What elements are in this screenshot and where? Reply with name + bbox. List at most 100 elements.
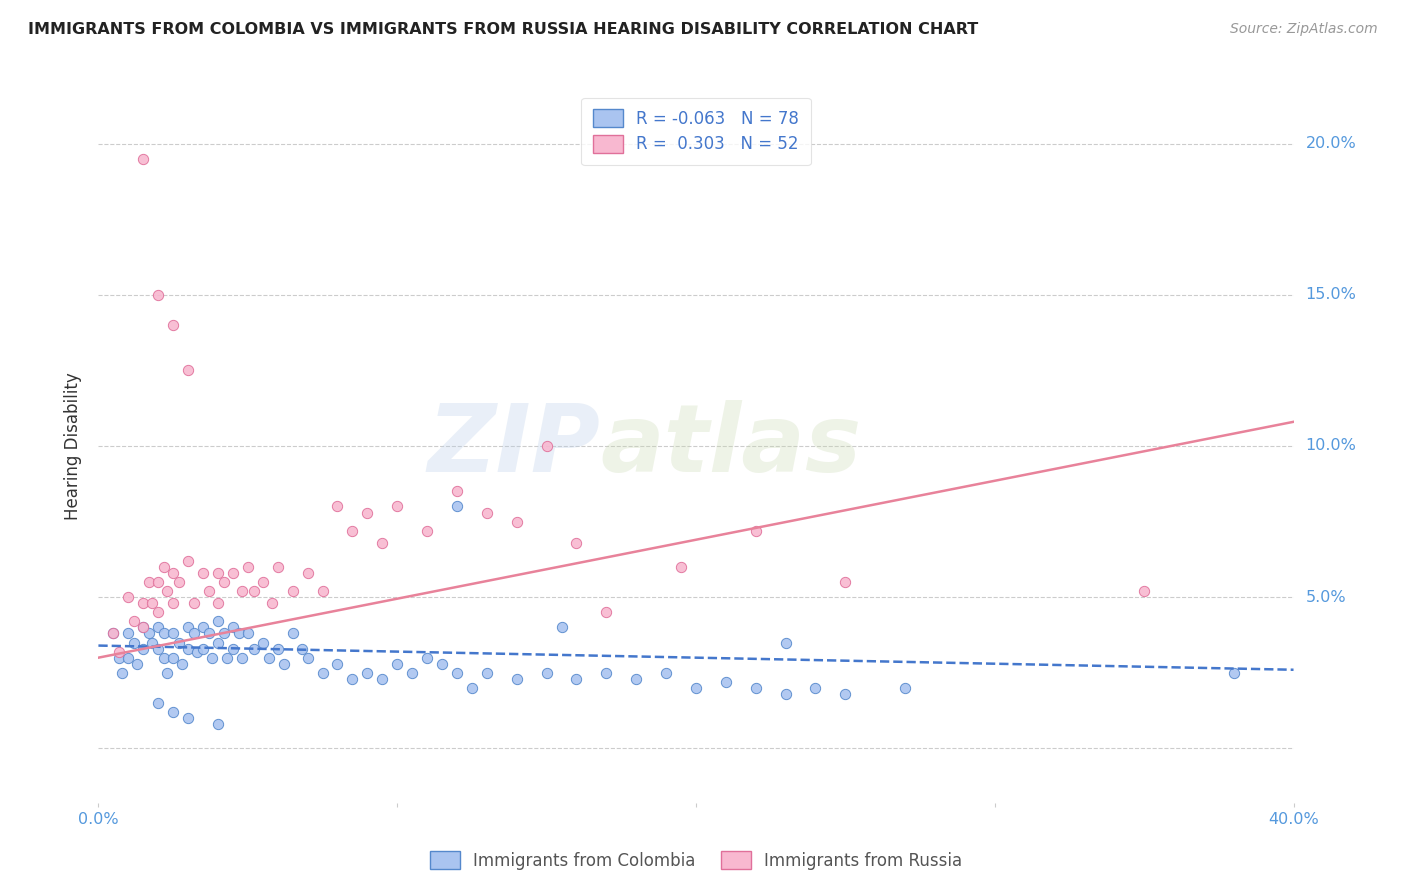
Point xyxy=(775,687,797,701)
Point xyxy=(222,566,245,580)
Point xyxy=(162,626,184,640)
Point xyxy=(267,641,290,656)
Point xyxy=(148,575,170,590)
Point xyxy=(132,152,155,166)
Point xyxy=(177,554,200,568)
Point xyxy=(506,515,529,529)
Point xyxy=(153,626,176,640)
Point xyxy=(1223,665,1246,680)
Point xyxy=(550,620,572,634)
Point xyxy=(186,645,208,659)
Point xyxy=(252,575,274,590)
Point xyxy=(138,626,160,640)
Point xyxy=(326,657,349,671)
Point xyxy=(401,665,423,680)
Text: 20.0%: 20.0% xyxy=(1305,136,1357,151)
Text: 10.0%: 10.0% xyxy=(1305,439,1357,453)
Point xyxy=(745,681,768,695)
Point xyxy=(834,687,856,701)
Point xyxy=(290,641,312,656)
Point xyxy=(260,596,283,610)
Point xyxy=(207,615,229,629)
Point xyxy=(141,596,163,610)
Point xyxy=(191,641,214,656)
Point xyxy=(108,645,131,659)
Point xyxy=(207,596,229,610)
Point xyxy=(183,626,205,640)
Point xyxy=(446,500,468,514)
Point xyxy=(714,674,737,689)
Text: atlas: atlas xyxy=(600,400,862,492)
Point xyxy=(141,635,163,649)
Point xyxy=(191,620,214,634)
Point xyxy=(124,615,146,629)
Point xyxy=(834,575,856,590)
Point xyxy=(416,650,439,665)
Point xyxy=(212,575,235,590)
Point xyxy=(281,626,304,640)
Point xyxy=(267,560,290,574)
Point xyxy=(506,672,529,686)
Point xyxy=(103,626,125,640)
Point xyxy=(894,681,917,695)
Point xyxy=(198,626,221,640)
Point xyxy=(536,439,558,453)
Point xyxy=(132,641,155,656)
Point xyxy=(1133,584,1156,599)
Point xyxy=(191,566,214,580)
Point xyxy=(177,363,200,377)
Point xyxy=(148,288,170,302)
Point xyxy=(201,650,224,665)
Point xyxy=(281,584,304,599)
Text: IMMIGRANTS FROM COLOMBIA VS IMMIGRANTS FROM RUSSIA HEARING DISABILITY CORRELATIO: IMMIGRANTS FROM COLOMBIA VS IMMIGRANTS F… xyxy=(28,22,979,37)
Text: 5.0%: 5.0% xyxy=(1305,590,1346,605)
Point xyxy=(446,484,468,499)
Point xyxy=(162,596,184,610)
Point xyxy=(148,641,170,656)
Point xyxy=(167,635,190,649)
Point xyxy=(385,657,409,671)
Point xyxy=(371,672,394,686)
Point xyxy=(565,672,588,686)
Point xyxy=(138,575,160,590)
Point xyxy=(385,500,409,514)
Point xyxy=(153,650,176,665)
Point xyxy=(775,635,797,649)
Point xyxy=(215,650,238,665)
Legend: Immigrants from Colombia, Immigrants from Russia: Immigrants from Colombia, Immigrants fro… xyxy=(423,845,969,877)
Point xyxy=(156,584,179,599)
Point xyxy=(461,681,484,695)
Point xyxy=(595,665,617,680)
Point xyxy=(127,657,149,671)
Point xyxy=(172,657,194,671)
Point xyxy=(207,566,229,580)
Point xyxy=(207,635,229,649)
Point xyxy=(231,584,253,599)
Text: Source: ZipAtlas.com: Source: ZipAtlas.com xyxy=(1230,22,1378,37)
Text: ZIP: ZIP xyxy=(427,400,600,492)
Point xyxy=(430,657,453,671)
Point xyxy=(745,524,768,538)
Point xyxy=(297,650,319,665)
Point xyxy=(222,641,245,656)
Point xyxy=(117,590,139,604)
Point xyxy=(231,650,253,665)
Point xyxy=(167,575,190,590)
Point xyxy=(148,696,170,710)
Point xyxy=(222,620,245,634)
Point xyxy=(198,584,221,599)
Point xyxy=(475,506,498,520)
Point xyxy=(162,705,184,719)
Point xyxy=(804,681,827,695)
Point xyxy=(132,620,155,634)
Point xyxy=(342,672,364,686)
Point xyxy=(207,717,229,731)
Point xyxy=(326,500,349,514)
Point xyxy=(311,584,333,599)
Point xyxy=(108,650,131,665)
Point xyxy=(624,672,647,686)
Point xyxy=(669,560,692,574)
Y-axis label: Hearing Disability: Hearing Disability xyxy=(65,372,83,520)
Point xyxy=(416,524,439,538)
Point xyxy=(132,620,155,634)
